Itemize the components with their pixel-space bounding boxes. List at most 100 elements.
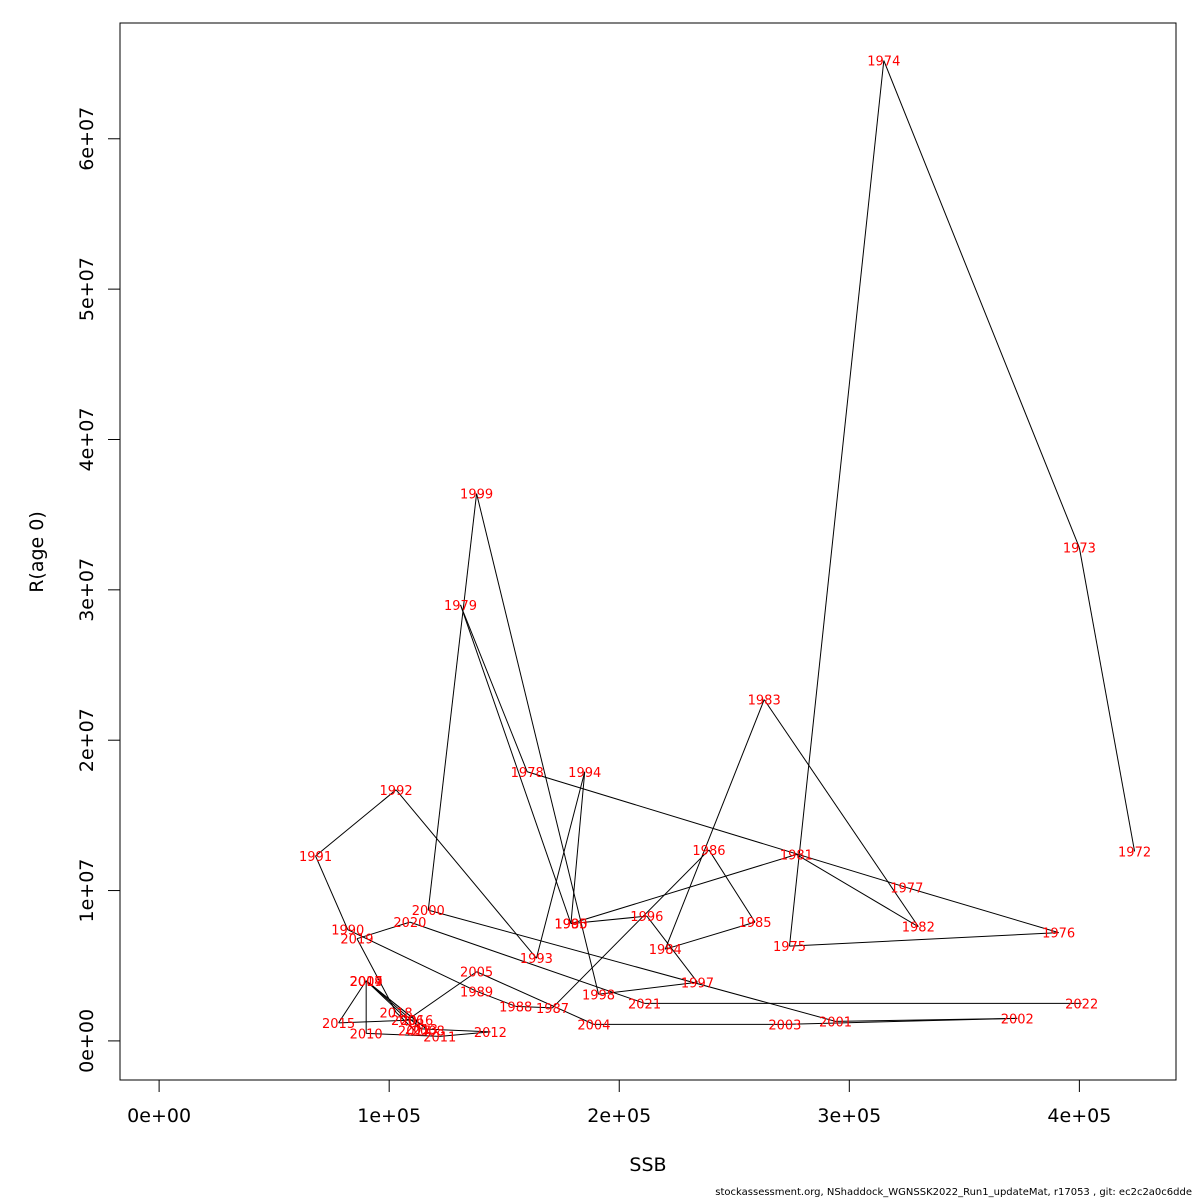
year-label-2021: 2021 xyxy=(628,997,661,1012)
trajectory-segment xyxy=(460,604,528,772)
year-label-1989: 1989 xyxy=(460,985,493,1000)
year-label-1990: 1990 xyxy=(331,924,364,939)
trajectory-segment xyxy=(366,1032,440,1037)
trajectory-segment xyxy=(315,855,349,930)
x-tick-label: 1e+05 xyxy=(357,1105,421,1127)
footer-credit: stockassessment.org, NShaddock_WGNSSK202… xyxy=(715,1187,1192,1198)
trajectory-segment xyxy=(789,932,1059,947)
year-label-2006: 2006 xyxy=(391,1014,424,1029)
x-tick-label: 3e+05 xyxy=(817,1105,881,1127)
x-tick-label: 2e+05 xyxy=(587,1105,651,1127)
year-label-2015: 2015 xyxy=(322,1017,355,1032)
trajectory-segment xyxy=(796,854,919,928)
year-label-2016: 2016 xyxy=(400,1014,433,1029)
y-tick-label: 1e+07 xyxy=(76,859,98,923)
year-label-2012: 2012 xyxy=(474,1026,507,1041)
year-label-2011: 2011 xyxy=(423,1030,456,1045)
y-tick-label: 3e+07 xyxy=(76,558,98,622)
year-label-1985: 1985 xyxy=(738,916,771,931)
trajectory-segment xyxy=(365,980,422,1030)
trajectory-segment xyxy=(428,909,836,1022)
y-tick-label: 0e+00 xyxy=(76,1009,98,1073)
year-label-1983: 1983 xyxy=(748,694,781,709)
trajectory-segment xyxy=(413,1019,418,1031)
trajectory-segment xyxy=(421,1028,491,1033)
year-label-1972: 1972 xyxy=(1118,845,1151,860)
trajectory-segment xyxy=(365,980,429,1031)
trajectory-segment xyxy=(708,849,756,923)
year-label-2000: 2000 xyxy=(412,904,445,919)
year-label-2005: 2005 xyxy=(460,966,493,981)
trajectory-segment xyxy=(315,789,397,857)
y-axis-title: R(age 0) xyxy=(26,511,48,593)
trajectory-segment xyxy=(476,990,516,1007)
trajectory-segment xyxy=(535,771,586,959)
year-label-1979: 1979 xyxy=(444,599,477,614)
trajectory-segment xyxy=(395,789,537,959)
year-labels: 1972 1973 1974 1975 1976 1977 1978 1979 1980 1981… xyxy=(299,55,1151,1046)
year-label-1994: 1994 xyxy=(568,766,601,781)
trajectory-segment xyxy=(427,493,478,911)
trajectory-segment xyxy=(356,921,411,940)
trajectory-segment xyxy=(763,699,919,927)
year-label-1975: 1975 xyxy=(773,940,806,955)
year-label-1997: 1997 xyxy=(681,976,714,991)
year-label-2018: 2018 xyxy=(380,1006,413,1021)
year-label-1977: 1977 xyxy=(890,882,923,897)
year-label-2017: 2017 xyxy=(398,1024,431,1039)
year-label-1986: 1986 xyxy=(692,844,725,859)
trajectory-segment xyxy=(356,938,397,1013)
year-label-2007: 2007 xyxy=(350,975,383,990)
trajectory-segment xyxy=(570,853,797,925)
x-tick-label: 4e+05 xyxy=(1047,1105,1111,1127)
year-label-2003: 2003 xyxy=(768,1018,801,1033)
trajectory-segment xyxy=(460,604,572,924)
trajectory-segment xyxy=(338,980,367,1024)
trajectory-segment xyxy=(646,915,698,983)
year-label-2019: 2019 xyxy=(340,933,373,948)
year-label-2020: 2020 xyxy=(393,916,426,931)
year-label-2008: 2008 xyxy=(412,1024,445,1039)
trajectory-segment xyxy=(515,1005,553,1009)
trajectory-segment xyxy=(409,921,645,1004)
y-tick-label: 4e+07 xyxy=(76,408,98,472)
trajectory-segment xyxy=(395,1011,415,1031)
year-label-1996: 1996 xyxy=(630,910,663,925)
year-label-2014: 2014 xyxy=(350,975,383,990)
trajectory-segment xyxy=(347,929,477,992)
year-label-1998: 1998 xyxy=(582,988,615,1003)
year-label-1988: 1988 xyxy=(499,1000,532,1015)
year-label-1991: 1991 xyxy=(299,850,332,865)
year-label-1981: 1981 xyxy=(780,848,813,863)
year-label-2013: 2013 xyxy=(405,1023,438,1038)
year-label-2009: 2009 xyxy=(350,975,383,990)
year-label-1987: 1987 xyxy=(536,1002,569,1017)
year-label-2022: 2022 xyxy=(1065,997,1098,1012)
year-label-2001: 2001 xyxy=(819,1015,852,1030)
trajectory-segment xyxy=(906,887,1059,934)
year-label-2010: 2010 xyxy=(350,1027,383,1042)
trajectory-segment xyxy=(476,971,595,1025)
y-tick-label: 5e+07 xyxy=(76,257,98,321)
trajectory-segment xyxy=(527,771,907,889)
year-label-1973: 1973 xyxy=(1063,542,1096,557)
year-label-1982: 1982 xyxy=(902,921,935,936)
y-tick-label: 6e+07 xyxy=(76,107,98,171)
trajectory-segment xyxy=(598,981,698,995)
year-label-2002: 2002 xyxy=(1001,1012,1034,1027)
year-label-1992: 1992 xyxy=(380,784,413,799)
trajectory-segment xyxy=(883,60,1080,548)
trajectory-segment xyxy=(570,771,586,924)
trajectory-segment xyxy=(784,1017,1018,1025)
trajectory-segment xyxy=(570,915,647,925)
year-label-1974: 1974 xyxy=(867,55,900,70)
trajectory-segment xyxy=(1078,547,1136,852)
year-label-1980: 1980 xyxy=(554,918,587,933)
trajectory-segment xyxy=(439,1031,491,1037)
trajectory-segment xyxy=(664,699,765,950)
trajectory-segment xyxy=(407,971,477,1021)
year-label-1984: 1984 xyxy=(649,943,682,958)
year-label-1993: 1993 xyxy=(520,952,553,967)
x-tick-label: 0e+00 xyxy=(127,1105,191,1127)
